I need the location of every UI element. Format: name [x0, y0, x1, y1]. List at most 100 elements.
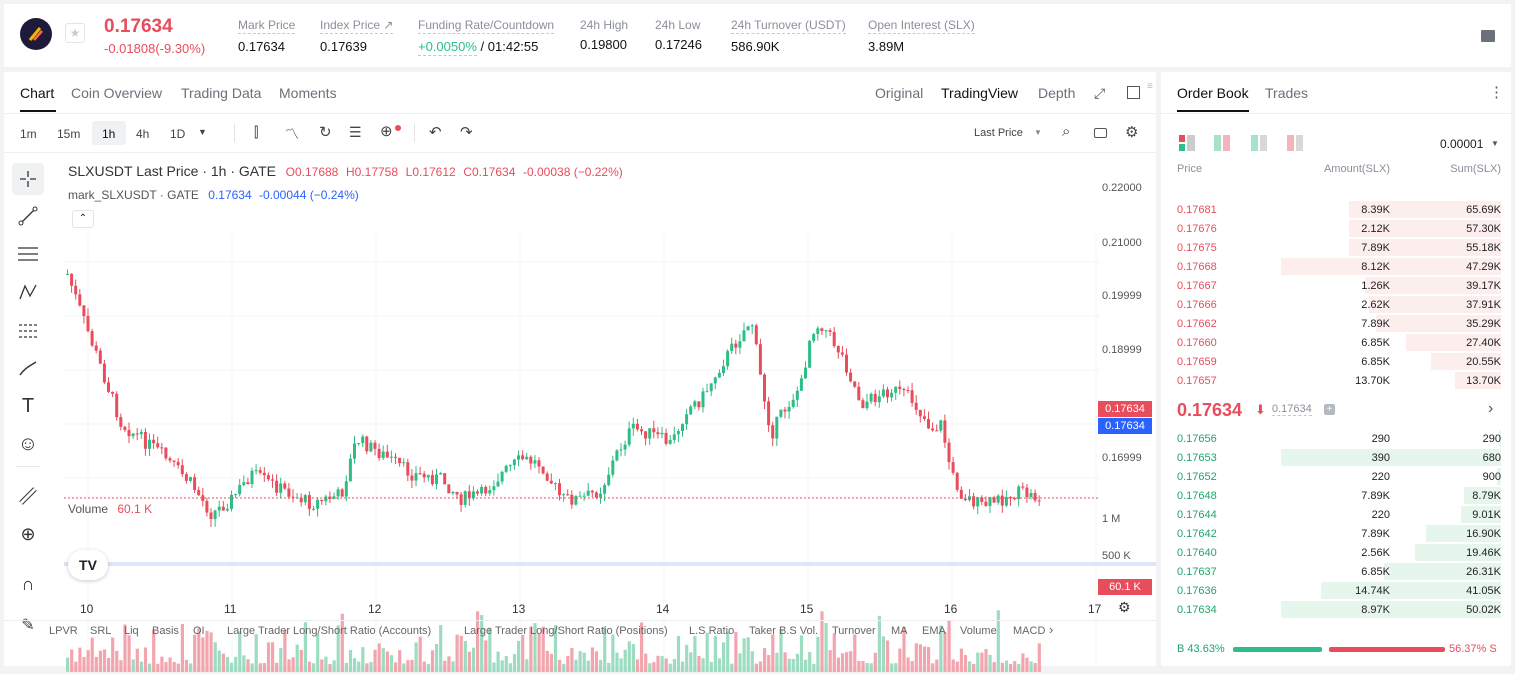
interval-1h[interactable]: 1h	[102, 127, 116, 141]
bid-row[interactable]: 0.17656 290 290	[1161, 429, 1511, 448]
row-price: 0.17675	[1177, 242, 1217, 254]
price-chart[interactable]	[60, 154, 1156, 674]
crosshair-tool-icon[interactable]	[12, 163, 44, 195]
bid-row[interactable]: 0.17640 2.56K 19.46K	[1161, 543, 1511, 562]
volume-bar	[558, 659, 562, 672]
window-icon[interactable]	[1127, 86, 1140, 99]
indicators-icon[interactable]: 〽	[285, 126, 299, 142]
book-icon[interactable]	[1481, 30, 1495, 42]
emoji-tool-icon[interactable]: ☺	[17, 432, 39, 455]
tab-chart[interactable]: Chart	[20, 85, 55, 101]
bid-row[interactable]: 0.17637 6.85K 26.31K	[1161, 562, 1511, 581]
indicator-ls-ratio[interactable]: L.S Ratio	[689, 625, 735, 637]
chevron-right-icon[interactable]: ›	[1488, 400, 1494, 417]
indicator-volume[interactable]: Volume	[960, 625, 997, 637]
chart-legend: SLXUSDT Last Price · 1h · GATE O0.17688 …	[68, 163, 623, 179]
ask-row[interactable]: 0.17660 6.85K 27.40K	[1161, 333, 1511, 352]
view-tradingview[interactable]: TradingView	[941, 85, 1019, 101]
view-both-alt-icon[interactable]	[1214, 135, 1230, 151]
chevron-right-icon[interactable]: ›	[1049, 622, 1054, 637]
more-options-icon[interactable]: ⋮	[1489, 84, 1504, 101]
indicator-taker-bs-vol[interactable]: Taker B.S Vol.	[749, 625, 819, 637]
indicator-macd[interactable]: MACD	[1013, 625, 1045, 637]
compare-icon[interactable]: ↻	[319, 124, 332, 141]
interval-1m[interactable]: 1m	[20, 127, 37, 141]
ask-row[interactable]: 0.17662 7.89K 35.29K	[1161, 314, 1511, 333]
bid-row[interactable]: 0.17636 14.74K 41.05K	[1161, 581, 1511, 600]
fib-tool-icon[interactable]	[12, 238, 44, 270]
tab-order-book[interactable]: Order Book	[1177, 85, 1249, 101]
lock-drawing-icon[interactable]: ✎	[21, 617, 35, 634]
precision-select[interactable]: 0.00001	[1440, 137, 1484, 151]
bid-row[interactable]: 0.17634 8.97K 50.02K	[1161, 600, 1511, 619]
candle-body	[180, 465, 184, 475]
bid-row[interactable]: 0.17653 390 680	[1161, 448, 1511, 467]
indicator-lpvr[interactable]: LPVR	[49, 625, 78, 637]
interval-1d[interactable]: 1D	[170, 127, 186, 141]
redo-icon[interactable]: ↷	[460, 124, 473, 141]
text-tool-icon[interactable]: T	[21, 394, 35, 417]
bid-row[interactable]: 0.17648 7.89K 8.79K	[1161, 486, 1511, 505]
magnet-icon[interactable]: ∩	[21, 573, 35, 594]
interval-15m[interactable]: 15m	[57, 127, 81, 141]
ask-row[interactable]: 0.17668 8.12K 47.29K	[1161, 257, 1511, 276]
indicator-basis[interactable]: Basis	[152, 625, 179, 637]
indicator-srl[interactable]: SRL	[90, 625, 112, 637]
indicator-liq[interactable]: Liq	[124, 625, 139, 637]
prediction-tool-icon[interactable]	[12, 314, 44, 346]
bid-row[interactable]: 0.17652 220 900	[1161, 467, 1511, 486]
tab-trades[interactable]: Trades	[1265, 85, 1309, 101]
candle-body	[435, 474, 438, 485]
ask-row[interactable]: 0.17676 2.12K 57.30K	[1161, 219, 1511, 238]
ruler-tool-icon[interactable]	[12, 480, 44, 512]
undo-icon[interactable]: ↶	[429, 124, 442, 141]
ask-row[interactable]: 0.17675 7.89K 55.18K	[1161, 238, 1511, 257]
volume-bar	[902, 626, 906, 672]
mark-info-icon[interactable]: +	[1324, 404, 1335, 415]
templates-icon[interactable]: ☰	[349, 124, 362, 140]
view-bids-icon[interactable]	[1251, 135, 1267, 151]
view-both-icon[interactable]	[1179, 135, 1195, 151]
trend-line-tool-icon[interactable]	[12, 200, 44, 232]
bid-row[interactable]: 0.17644 220 9.01K	[1161, 505, 1511, 524]
search-icon[interactable]: ⌕	[1062, 123, 1071, 140]
ask-row[interactable]: 0.17667 1.26K 39.17K	[1161, 276, 1511, 295]
gear-icon[interactable]: ⚙	[1125, 124, 1139, 141]
zoom-in-icon[interactable]: ⊕	[20, 523, 36, 544]
collapse-legend-button[interactable]: ⌃	[72, 210, 94, 228]
stat-index-price[interactable]: Index Price ↗ 0.17639	[320, 18, 394, 54]
ask-row[interactable]: 0.17681 8.39K 65.69K	[1161, 200, 1511, 219]
candle-body	[812, 334, 816, 341]
ask-row[interactable]: 0.17659 6.85K 20.55K	[1161, 352, 1511, 371]
chevron-down-icon[interactable]: ▼	[1491, 139, 1499, 148]
candle-type-icon[interactable]: ⫿	[254, 124, 259, 140]
tab-moments[interactable]: Moments	[279, 85, 337, 101]
bid-row[interactable]: 0.17642 7.89K 16.90K	[1161, 524, 1511, 543]
indicator-ltlsr-accounts[interactable]: Large Trader Long/Short Ratio (Accounts)	[227, 625, 432, 637]
view-depth[interactable]: Depth	[1038, 85, 1076, 101]
indicator-oi[interactable]: OI	[193, 625, 205, 637]
expand-icon[interactable]: ⤢	[1094, 85, 1106, 101]
chevron-down-icon[interactable]: ▼	[1034, 128, 1042, 137]
indicator-turnover[interactable]: Turnover	[832, 625, 876, 637]
interval-4h[interactable]: 4h	[136, 127, 150, 141]
camera-icon[interactable]	[1094, 128, 1107, 138]
ask-row[interactable]: 0.17666 2.62K 37.91K	[1161, 295, 1511, 314]
time-axis-settings-icon[interactable]: ⚙	[1118, 599, 1131, 615]
panel-drag-icon[interactable]: ≡	[1147, 81, 1153, 92]
indicator-ma[interactable]: MA	[891, 625, 908, 637]
price-type-select[interactable]: Last Price	[974, 127, 1023, 139]
add-alert-icon[interactable]: ⊕	[380, 123, 393, 140]
ask-row[interactable]: 0.17657 13.70K 13.70K	[1161, 371, 1511, 390]
interval-1h-active[interactable]	[92, 121, 126, 145]
tab-trading-data[interactable]: Trading Data	[181, 85, 262, 101]
indicator-ltlsr-positions[interactable]: Large Trader Long/Short Ratio (Positions…	[464, 625, 668, 637]
view-asks-icon[interactable]	[1287, 135, 1303, 151]
pattern-tool-icon[interactable]	[12, 276, 44, 308]
brush-tool-icon[interactable]	[12, 352, 44, 384]
view-original[interactable]: Original	[875, 85, 924, 101]
indicator-ema[interactable]: EMA	[922, 625, 946, 637]
favorite-star-icon[interactable]: ★	[65, 23, 85, 43]
tab-coin-overview[interactable]: Coin Overview	[71, 85, 163, 101]
interval-dropdown-icon[interactable]: ▼	[198, 127, 207, 137]
